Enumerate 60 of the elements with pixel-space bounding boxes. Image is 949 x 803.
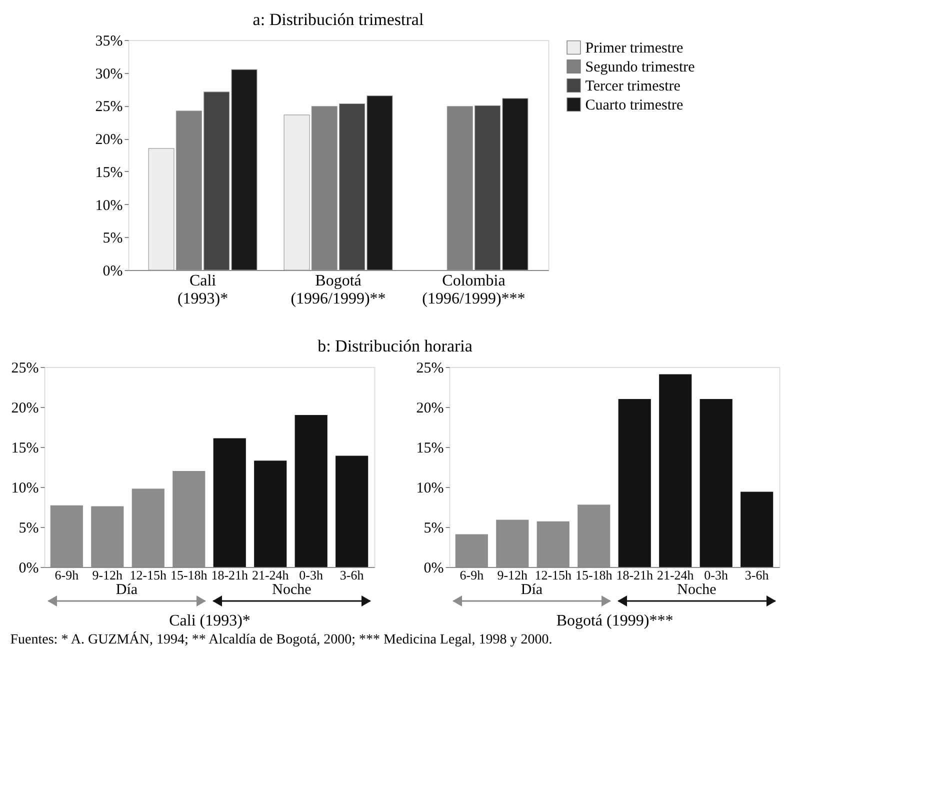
x-tick-label: Cali (1993)* — [177, 272, 228, 308]
legend-label: Cuarto trimestre — [585, 98, 684, 114]
y-tick-label: 5% — [18, 520, 39, 536]
y-tick-label: 15% — [11, 440, 39, 456]
legend-label: Segundo trimestre — [585, 60, 696, 76]
source-note: Fuentes: * A. GUZMÁN, 1994; ** Alcaldía de Bogotá, 2000; *** Medicina Legal, 1998 y 2000. — [10, 630, 552, 648]
y-tick-label: 10% — [416, 480, 444, 496]
y-tick-label: 25% — [95, 99, 123, 116]
x-tick-label: 6-9h — [460, 568, 484, 582]
y-tick-label: 30% — [95, 66, 123, 82]
bar — [740, 492, 774, 567]
x-tick-label: 0-3h — [299, 568, 324, 582]
x-axis-title: Bogotá (1999)*** — [556, 612, 674, 630]
y-tick-label: 5% — [102, 230, 123, 247]
x-tick-label: 18-21h — [616, 568, 654, 582]
y-tick-label: 25% — [11, 360, 39, 376]
x-tick-label: 6-9h — [54, 568, 80, 582]
y-tick-label: 0% — [18, 560, 39, 576]
x-tick-label: 15-18h — [575, 568, 613, 582]
x-tick-label: 9-12h — [497, 568, 528, 582]
y-tick-label: 0% — [102, 264, 123, 280]
y-tick-label: 35% — [95, 34, 123, 50]
bar — [294, 415, 328, 567]
y-tick-label: 25% — [416, 360, 444, 376]
bar — [213, 438, 246, 567]
text: Día — [520, 582, 543, 598]
x-tick-label: Colombia (1996/1999)*** — [422, 272, 526, 308]
y-tick-label: 15% — [95, 164, 123, 181]
y-tick-label: 20% — [95, 132, 123, 148]
legend-label: Primer trimestre — [585, 40, 684, 56]
x-tick-label: 12-15h — [130, 568, 168, 582]
bar — [700, 399, 732, 567]
x-tick-label: 21-24h — [252, 568, 290, 582]
bar — [659, 374, 692, 567]
y-tick-label: 20% — [11, 400, 39, 416]
x-tick-label: 12-15h — [534, 568, 572, 582]
y-tick-label: 10% — [95, 198, 123, 214]
y-tick-label: 20% — [416, 400, 444, 416]
text: Día — [116, 582, 138, 598]
y-tick-label: 5% — [424, 520, 444, 536]
y-tick-label: 10% — [11, 480, 39, 496]
x-tick-label: 15-18h — [170, 568, 208, 582]
x-axis-title: Cali (1993)* — [169, 612, 250, 630]
x-tick-label: 18-21h — [211, 568, 249, 582]
x-tick-label: 3-6h — [340, 568, 364, 582]
x-tick-label: 0-3h — [704, 568, 729, 582]
chart-title: b: Distribución horaria — [318, 336, 473, 356]
bar — [618, 399, 651, 567]
chart-title: a: Distribución trimestral — [252, 10, 424, 29]
legend-label: Tercer trimestre — [585, 78, 681, 94]
bar — [254, 460, 287, 567]
y-tick-label: 0% — [424, 560, 444, 576]
bar — [336, 456, 368, 567]
x-tick-label: 3-6h — [744, 568, 770, 582]
text: Noche — [677, 582, 717, 598]
text: Noche — [272, 582, 312, 598]
x-tick-label: 9-12h — [92, 568, 124, 582]
x-tick-label: Bogotá (1996/1999)** — [290, 272, 386, 308]
y-tick-label: 15% — [416, 440, 444, 456]
x-tick-label: 21-24h — [656, 568, 694, 582]
